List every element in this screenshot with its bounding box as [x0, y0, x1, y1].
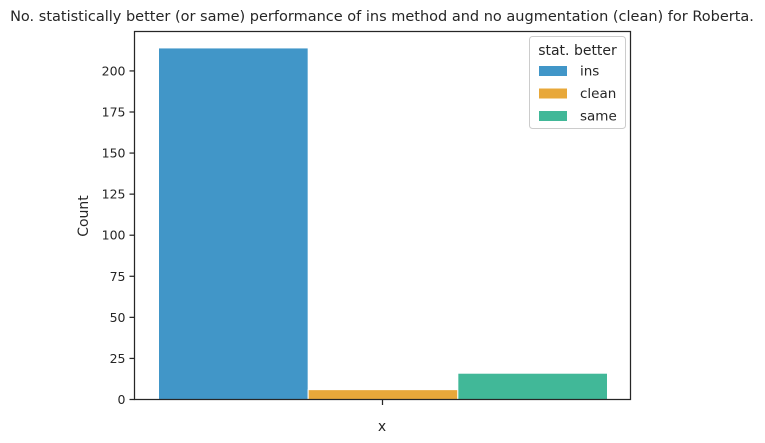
bars: [158, 47, 609, 401]
y-tick-label: 125: [102, 187, 126, 202]
legend-label-ins: ins: [580, 64, 599, 80]
legend-swatch-clean: [539, 88, 567, 99]
legend-swatch-ins: [539, 66, 567, 76]
y-tick-label: 175: [102, 105, 126, 120]
legend-items: ins clean same: [539, 64, 617, 125]
y-tick-label: 100: [102, 228, 126, 243]
legend-label-same: same: [580, 109, 617, 125]
y-tick-label: 50: [110, 310, 126, 325]
bar-same: [457, 372, 609, 401]
legend: stat. better ins clean same: [529, 36, 626, 129]
legend-swatch-same: [539, 111, 567, 121]
y-tick-label: 0: [118, 392, 126, 407]
y-tick-label: 75: [110, 269, 126, 284]
legend-label-clean: clean: [580, 86, 616, 102]
bar-ins: [158, 47, 309, 401]
legend-title: stat. better: [538, 43, 617, 59]
chart-title: No. statistically better (or same) perfo…: [10, 9, 754, 25]
x-axis-label: x: [378, 419, 386, 435]
legend-box: [529, 36, 626, 129]
y-tick-label: 150: [102, 146, 126, 161]
y-axis-ticks: 0 25 50 75 100 125 150 175 200: [102, 63, 135, 407]
bar-clean: [307, 389, 459, 400]
y-axis-label: Count: [76, 195, 92, 237]
y-tick-label: 25: [110, 351, 126, 366]
y-tick-label: 200: [102, 63, 126, 78]
